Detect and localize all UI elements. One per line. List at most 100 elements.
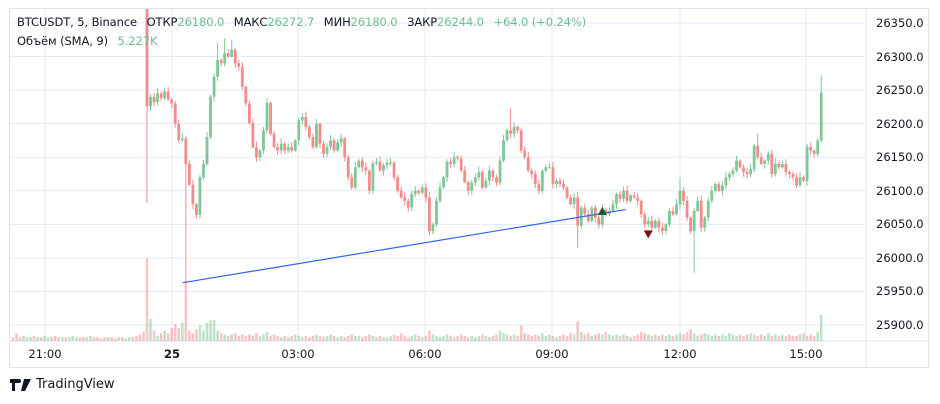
volume-bar bbox=[226, 335, 230, 341]
volume-indicator-title[interactable]: Объём (SMA, 9) bbox=[17, 34, 108, 48]
candle-body bbox=[498, 160, 502, 183]
candle-body bbox=[668, 210, 671, 225]
buy-marker-icon bbox=[597, 206, 607, 215]
candle-body bbox=[466, 182, 470, 191]
volume-bar bbox=[276, 335, 279, 341]
volume-bar bbox=[120, 337, 124, 341]
volume-bar bbox=[378, 335, 382, 341]
volume-bar bbox=[364, 335, 368, 341]
chart-frame bbox=[9, 8, 929, 368]
candle-body bbox=[431, 224, 435, 232]
candle-body bbox=[646, 220, 650, 225]
drawings bbox=[182, 206, 653, 284]
close-value: 26244.0 bbox=[437, 15, 484, 29]
volume-bar bbox=[64, 337, 68, 341]
candle-body bbox=[251, 122, 255, 148]
volume-bar bbox=[558, 335, 562, 341]
volume-bar bbox=[770, 335, 774, 341]
candle-body bbox=[336, 142, 340, 151]
volume-bar bbox=[551, 335, 555, 341]
volume-bar bbox=[216, 330, 219, 341]
candle-body bbox=[184, 138, 188, 164]
candle-body bbox=[293, 140, 297, 151]
volume-bar bbox=[396, 335, 399, 341]
candle-body bbox=[745, 171, 749, 174]
candle-body bbox=[600, 209, 604, 225]
candle-body bbox=[484, 180, 488, 188]
volume-bar bbox=[237, 335, 241, 341]
volume-bar bbox=[781, 334, 784, 341]
candle-body bbox=[378, 161, 382, 171]
tradingview-logo[interactable]: TradingView bbox=[10, 377, 115, 392]
volume-bar bbox=[417, 335, 421, 341]
volume-bar bbox=[534, 334, 537, 341]
volume-bar bbox=[195, 329, 198, 341]
candle-body bbox=[209, 96, 212, 138]
volume-bar bbox=[223, 334, 226, 341]
volume-bar bbox=[597, 333, 601, 341]
volume-bar bbox=[170, 328, 174, 341]
volume-bar bbox=[198, 325, 202, 341]
volume-bar bbox=[290, 335, 294, 341]
volume-bar bbox=[424, 335, 428, 341]
candle-body bbox=[533, 173, 537, 185]
volume-bar bbox=[661, 334, 664, 341]
volume-bar bbox=[385, 337, 389, 341]
volume-bar bbox=[544, 335, 548, 341]
candle-body bbox=[258, 150, 262, 158]
volume-bar bbox=[43, 335, 46, 341]
candle-body bbox=[173, 103, 177, 124]
candle-body bbox=[749, 169, 753, 174]
trendline bbox=[182, 208, 626, 284]
volume-bar bbox=[590, 335, 594, 341]
candle-body bbox=[706, 200, 710, 218]
candle-body bbox=[346, 157, 350, 178]
candle-body bbox=[159, 93, 163, 99]
symbol-title[interactable]: BTCUSDT, 5, Binance bbox=[17, 15, 138, 29]
volume-bar bbox=[608, 334, 611, 341]
candle-body bbox=[216, 59, 219, 77]
candle-body bbox=[180, 138, 184, 140]
tradingview-logo-icon bbox=[10, 378, 31, 391]
candle-body bbox=[463, 170, 467, 183]
change-value: +64.0 (+0.24%) bbox=[493, 15, 587, 29]
candle-body bbox=[311, 137, 315, 148]
volume-bar bbox=[766, 333, 770, 341]
candle-body bbox=[449, 161, 452, 164]
volume-bar bbox=[601, 334, 604, 341]
volume-bar bbox=[646, 334, 650, 341]
candle-body bbox=[307, 127, 311, 138]
volume-bar bbox=[816, 331, 819, 341]
volume-bar bbox=[805, 335, 809, 341]
candle-body bbox=[247, 103, 251, 123]
candle-body bbox=[671, 210, 675, 215]
volume-bar bbox=[579, 331, 583, 341]
volume-bar bbox=[512, 334, 516, 341]
candle-body bbox=[548, 167, 551, 169]
time-tick: 09:00 bbox=[535, 347, 569, 361]
volume-bar bbox=[484, 335, 488, 341]
candle-body bbox=[459, 158, 463, 171]
candle-body bbox=[572, 197, 576, 205]
volume-bar bbox=[124, 338, 128, 341]
candle-body bbox=[523, 150, 527, 158]
candle-body bbox=[325, 147, 329, 154]
volume-bar bbox=[481, 334, 484, 341]
volume-bar bbox=[92, 337, 96, 341]
volume-bar bbox=[71, 335, 75, 341]
volume-bar bbox=[473, 337, 477, 341]
volume-bar bbox=[728, 333, 731, 341]
candle-body bbox=[279, 143, 283, 151]
volume-bar bbox=[724, 335, 728, 341]
candle-body bbox=[703, 217, 707, 228]
candle-body bbox=[781, 163, 784, 168]
candle-body bbox=[315, 123, 318, 148]
candle-body bbox=[812, 150, 816, 154]
volume-bar bbox=[103, 337, 106, 341]
volume-bar bbox=[304, 335, 308, 341]
candle-body bbox=[795, 177, 798, 186]
volume-bar bbox=[184, 281, 188, 341]
volume-bar bbox=[650, 335, 654, 341]
volume-bar bbox=[399, 333, 403, 341]
